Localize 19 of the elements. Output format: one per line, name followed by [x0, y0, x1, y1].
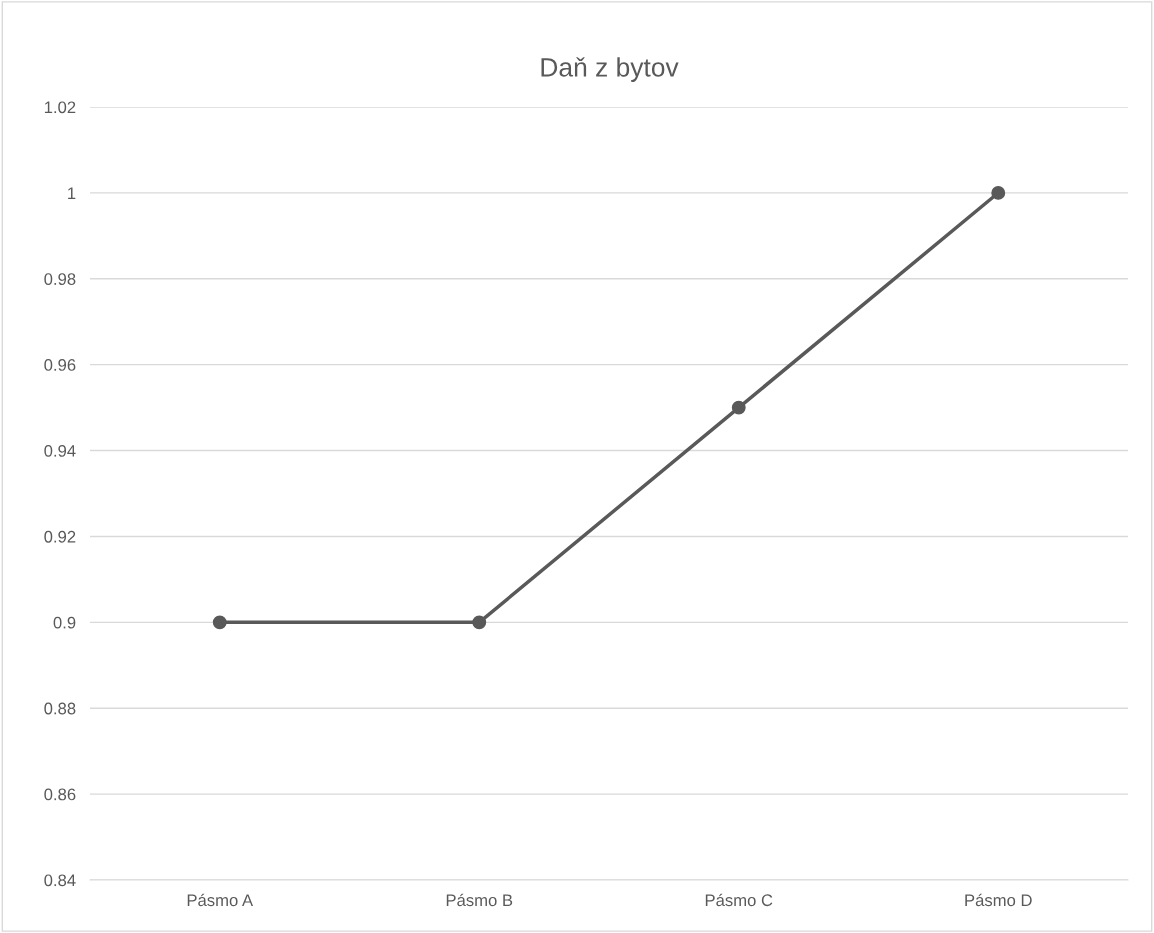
y-tick-label: 0.9: [53, 616, 76, 629]
y-tick-label: 0.84: [44, 874, 76, 887]
x-tick-label: Pásmo D: [965, 893, 1032, 907]
x-tick-label: Pásmo B: [446, 893, 513, 907]
y-tick-label: 1: [68, 187, 76, 199]
point: [472, 615, 487, 630]
point: [731, 400, 746, 415]
y-tick-label: 0.86: [44, 788, 76, 801]
point: [991, 185, 1006, 200]
y-tick-label: 1.02: [44, 101, 76, 114]
y-tick-label: 0.96: [44, 359, 76, 371]
x-tick-label: Pásmo C: [705, 893, 773, 907]
y-tick-label: 0.94: [44, 444, 76, 457]
y-tick-label: 0.92: [44, 530, 76, 543]
y-tick-label: 0.98: [44, 273, 76, 285]
y-tick-label: 0.88: [44, 702, 76, 715]
chart-title: Daň z bytov: [541, 57, 679, 82]
point: [212, 615, 227, 630]
x-tick-label: Pásmo A: [187, 893, 254, 907]
